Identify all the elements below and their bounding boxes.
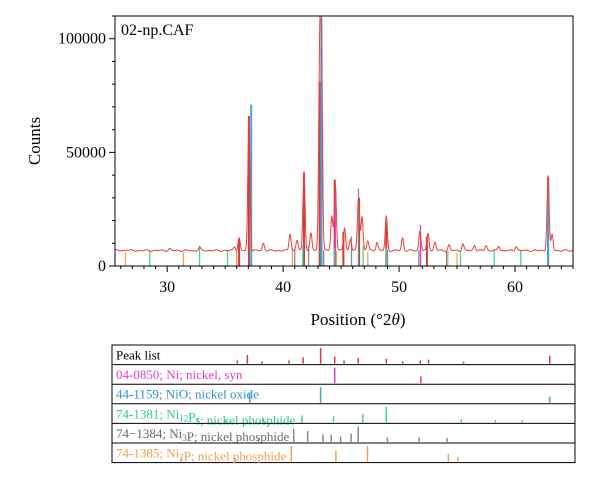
x-tick-label-40: 40 [275, 279, 291, 296]
table-row-4: 74−1384; Ni3P; nickel phosphide [116, 426, 448, 444]
diffraction-trace [114, 15, 573, 253]
x-tick-label-60: 60 [507, 279, 523, 296]
y-tick-label-50000: 50000 [66, 144, 106, 161]
table-row-label-1: 04-0850; Ni; nickel, syn [116, 367, 243, 382]
x-tick-label-30: 30 [159, 279, 175, 296]
y-axis-ticks: 0 50000 100000 [58, 15, 115, 275]
plot-frame [114, 15, 574, 267]
x-axis-ticks: 30 40 50 60 [120, 266, 574, 296]
x-tick-label-50: 50 [391, 279, 407, 296]
table-row-label-5: 74-1385; Ni2P; nickel phosphide [116, 446, 286, 464]
table-row-0: Peak list [116, 348, 551, 364]
table-row-label-4: 74−1384; Ni3P; nickel phosphide [116, 426, 289, 444]
table-row-2: 44-1159; NiO; nickel oxide [116, 387, 551, 403]
table-row-label-0: Peak list [116, 348, 161, 363]
sample-label: 02-np.CAF [121, 22, 194, 39]
table-row-5: 74-1385; Ni2P; nickel phosphide [116, 446, 459, 464]
reference-sticks [124, 18, 550, 266]
table-row-3: 74-1381; Ni12P5; nickel phosphide [116, 406, 524, 427]
reference-pattern-table: Peak list 04-0850; Ni; nickel, syn 44-1159… [111, 344, 576, 464]
table-row-1: 04-0850; Ni; nickel, syn [116, 367, 422, 384]
y-tick-label-0: 0 [98, 258, 106, 275]
table-row-label-3: 74-1381; Ni12P5; nickel phosphide [116, 406, 295, 427]
y-tick-label-100000: 100000 [58, 31, 106, 48]
xrd-main-plot: 30 40 50 60 0 50000 100000 02-np.CAF Counts P… [25, 15, 574, 329]
table-row-label-2: 44-1159; NiO; nickel oxide [116, 387, 259, 402]
x-axis-label: Position (°2θ) [311, 310, 406, 329]
y-axis-label: Counts [25, 117, 44, 165]
